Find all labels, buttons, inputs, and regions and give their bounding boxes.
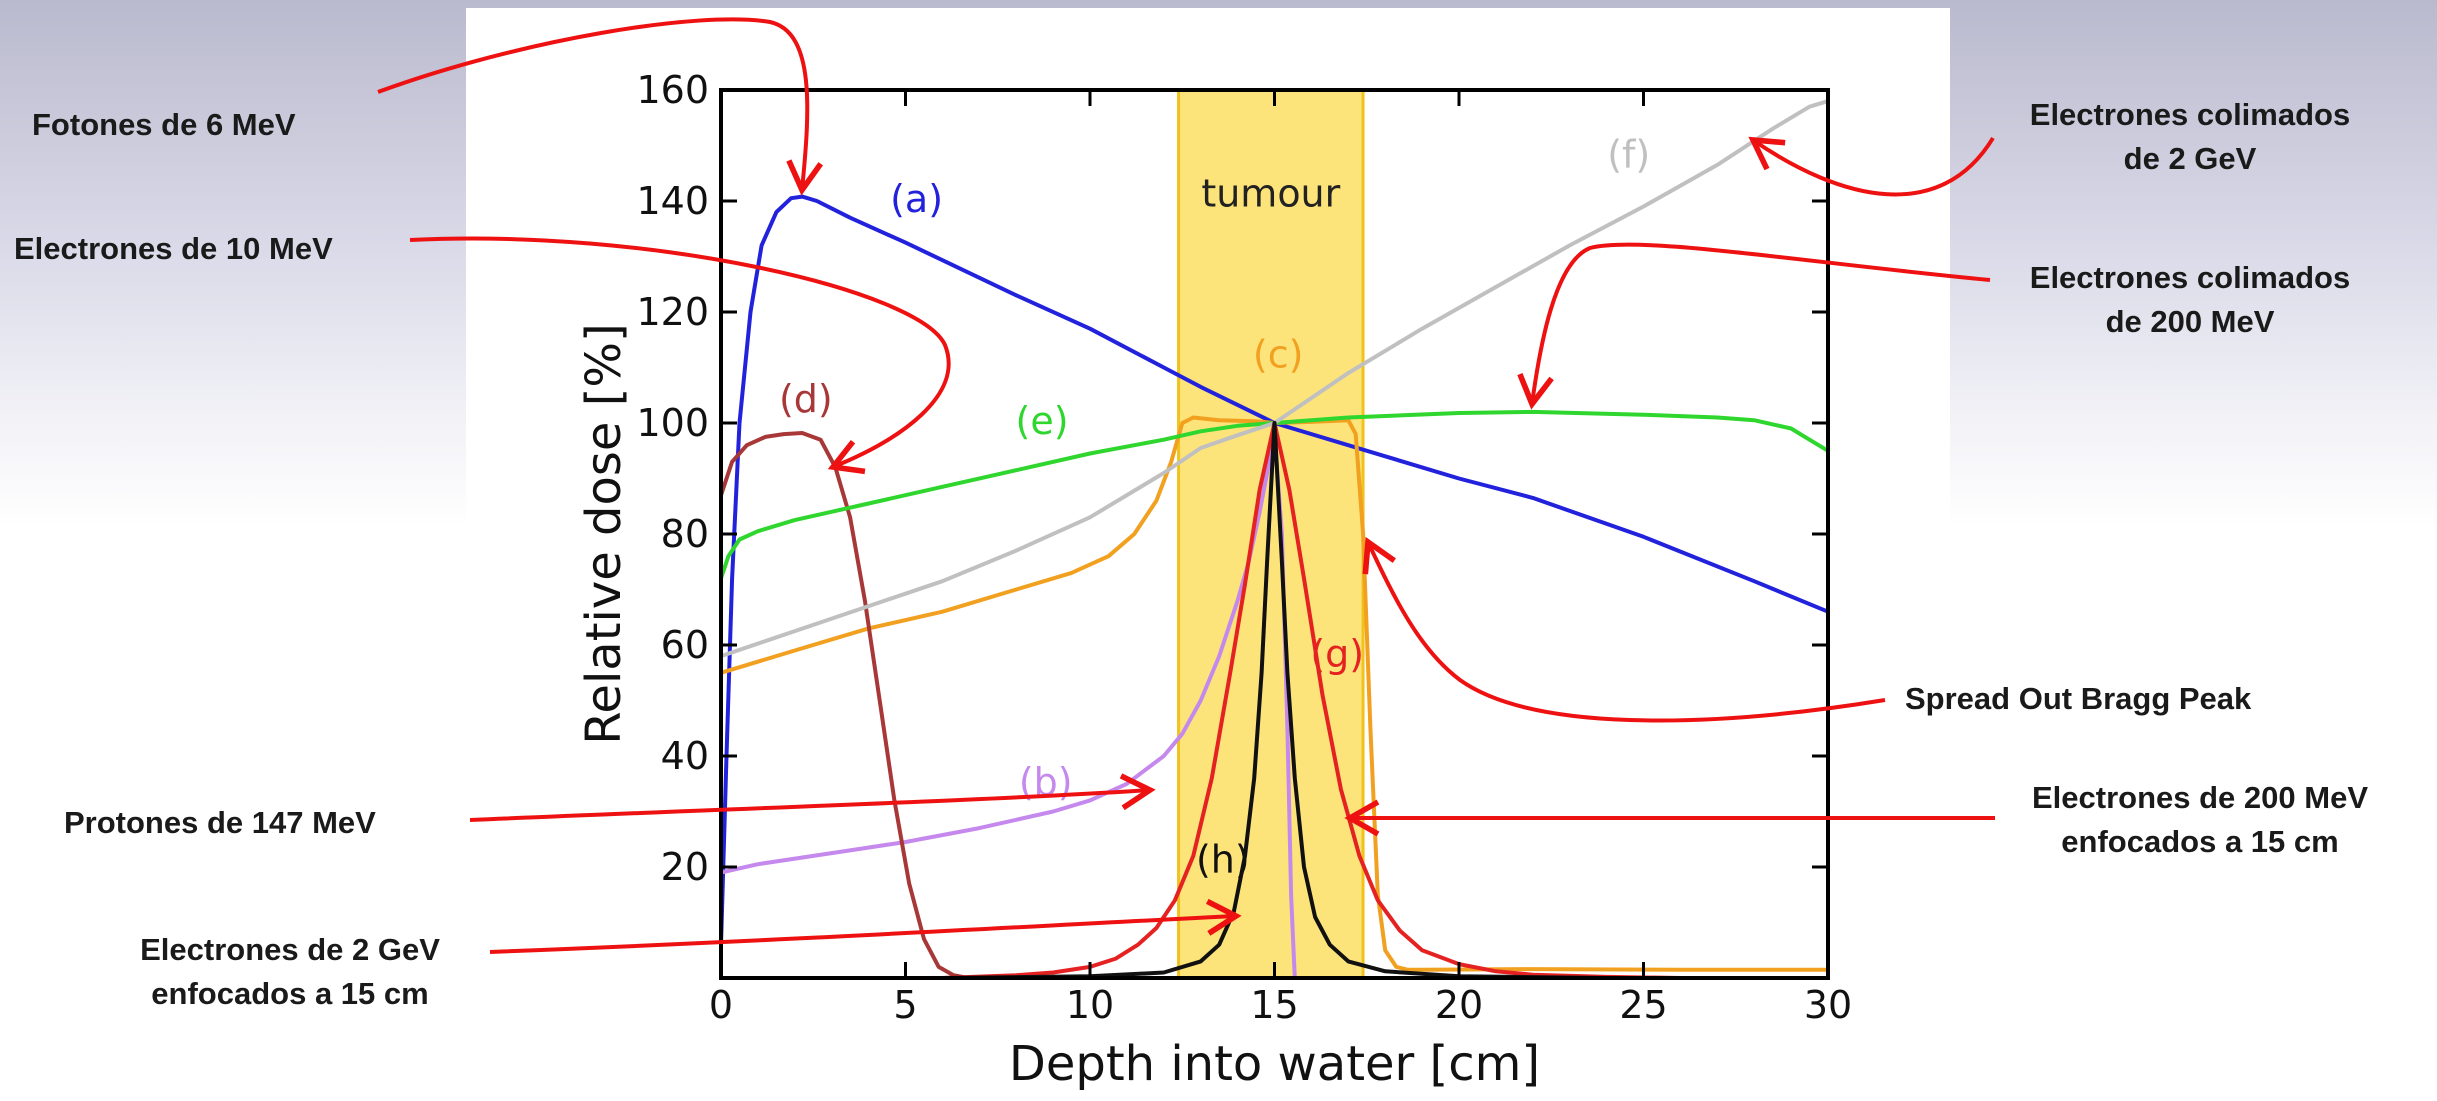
y-tick-label: 160 — [636, 68, 709, 112]
y-tick-label: 20 — [661, 845, 709, 889]
series-label-5: (f) — [1607, 133, 1650, 177]
x-axis-title: Depth into water [cm] — [1009, 1036, 1540, 1092]
y-tick-label: 80 — [661, 512, 709, 556]
series-label-4: (e) — [1016, 399, 1069, 443]
label-line: Electrones colimados — [2029, 260, 2351, 295]
y-axis-title: Relative dose [%] — [576, 323, 632, 745]
label-colimados-2gev: Electrones colimados de 2 GeV — [1990, 93, 2390, 181]
annotation-arrows — [377, 17, 1995, 954]
label-electrones-200mev-enfocados: Electrones de 200 MeV enfocados a 15 cm — [1990, 776, 2410, 864]
arrow-electrones-10 — [409, 236, 951, 475]
series-line-7 — [940, 421, 1830, 980]
label-line: Electrones colimados — [2029, 97, 2351, 132]
arrow-fotones-6 — [377, 17, 823, 196]
y-tick-label: 40 — [661, 734, 709, 778]
series-line-4 — [719, 409, 1830, 581]
label-protones-147mev: Protones de 147 MeV — [64, 805, 376, 840]
arrow-protones-147 — [469, 773, 1156, 822]
x-tick-label: 20 — [1435, 983, 1483, 1027]
y-tick-label: 140 — [636, 179, 709, 223]
arrow-colimados-2gev — [1748, 136, 1995, 197]
x-tick-label: 0 — [709, 983, 733, 1027]
x-tick-label: 25 — [1619, 983, 1667, 1027]
label-line: Electrones de 200 MeV — [2032, 780, 2368, 815]
label-sobp: Spread Out Bragg Peak — [1905, 681, 2252, 716]
label-electrones-2gev-enfocados: Electrones de 2 GeV enfocados a 15 cm — [100, 928, 480, 1016]
arrow-sobp — [1362, 536, 1886, 723]
y-tick-label: 100 — [636, 401, 709, 445]
label-line: enfocados a 15 cm — [2061, 824, 2339, 859]
arrow-colimados-200 — [1517, 242, 1991, 410]
series-line-0 — [719, 194, 1830, 947]
tumour-label: tumour — [1201, 172, 1340, 216]
arrow-electrones-2gev-enfocados — [489, 898, 1242, 954]
y-tick-label: 60 — [661, 623, 709, 667]
tumour-band — [1178, 90, 1364, 978]
x-tick-label: 10 — [1066, 983, 1114, 1027]
y-tick-label: 120 — [636, 290, 709, 334]
series-line-3 — [719, 431, 982, 980]
x-tick-label: 5 — [893, 983, 917, 1027]
label-colimados-200mev: Electrones colimados de 200 MeV — [1990, 256, 2390, 344]
label-fotones-6mev: Fotones de 6 MeV — [32, 107, 296, 142]
series-label-6: (g) — [1310, 632, 1364, 676]
series-label-2: (c) — [1253, 333, 1304, 377]
series-line-6 — [940, 421, 1830, 980]
label-electrones-10mev: Electrones de 10 MeV — [14, 231, 333, 266]
series-label-3: (d) — [779, 377, 833, 421]
label-line: Electrones de 2 GeV — [140, 932, 440, 967]
series-label-7: (h) — [1196, 838, 1250, 882]
series-label-0: (a) — [890, 177, 943, 221]
x-tick-label: 15 — [1250, 983, 1298, 1027]
label-line: de 200 MeV — [2105, 304, 2275, 339]
x-tick-label: 30 — [1804, 983, 1852, 1027]
label-line: de 2 GeV — [2123, 141, 2257, 176]
label-line: enfocados a 15 cm — [151, 976, 429, 1011]
